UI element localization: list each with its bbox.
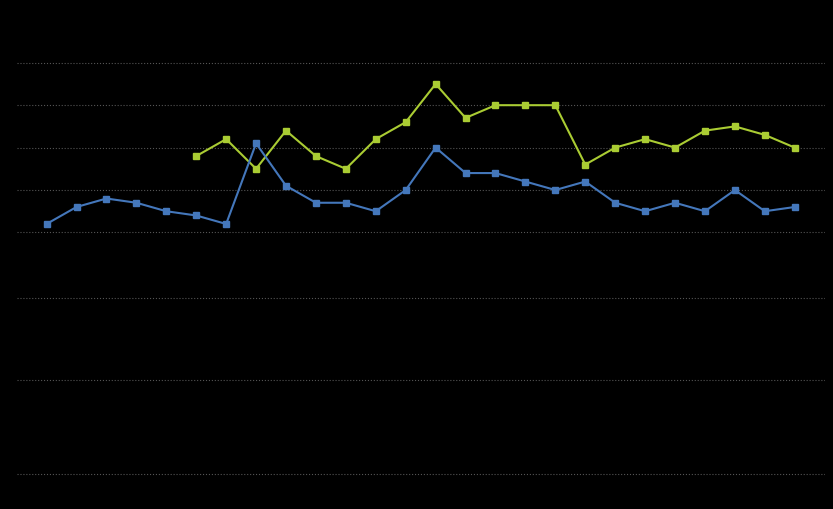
Norr Malma, regional bakgrund	[790, 145, 800, 151]
Norr Malma, regional bakgrund	[251, 166, 261, 172]
Torkel Knutssonsgatan,  urban bakgrund	[640, 208, 650, 214]
Torkel Knutssonsgatan,  urban bakgrund	[311, 200, 321, 206]
Legend: Norr Malma, regional bakgrund, Torkel Knutssonsgatan,  urban bakgrund: Norr Malma, regional bakgrund, Torkel Kn…	[432, 499, 820, 509]
Norr Malma, regional bakgrund	[491, 102, 501, 108]
Torkel Knutssonsgatan,  urban bakgrund	[371, 208, 381, 214]
Norr Malma, regional bakgrund	[581, 161, 591, 167]
Torkel Knutssonsgatan,  urban bakgrund	[281, 183, 291, 189]
Torkel Knutssonsgatan,  urban bakgrund	[431, 145, 441, 151]
Torkel Knutssonsgatan,  urban bakgrund	[461, 170, 471, 176]
Norr Malma, regional bakgrund	[521, 102, 531, 108]
Torkel Knutssonsgatan,  urban bakgrund	[551, 187, 561, 193]
Torkel Knutssonsgatan,  urban bakgrund	[102, 195, 112, 202]
Torkel Knutssonsgatan,  urban bakgrund	[72, 204, 82, 210]
Norr Malma, regional bakgrund	[760, 132, 770, 138]
Torkel Knutssonsgatan,  urban bakgrund	[192, 212, 202, 218]
Torkel Knutssonsgatan,  urban bakgrund	[670, 200, 680, 206]
Line: Norr Malma, regional bakgrund: Norr Malma, regional bakgrund	[193, 81, 797, 172]
Torkel Knutssonsgatan,  urban bakgrund	[221, 221, 231, 227]
Norr Malma, regional bakgrund	[700, 128, 710, 134]
Torkel Knutssonsgatan,  urban bakgrund	[42, 221, 52, 227]
Norr Malma, regional bakgrund	[221, 136, 231, 142]
Torkel Knutssonsgatan,  urban bakgrund	[790, 204, 800, 210]
Norr Malma, regional bakgrund	[730, 123, 740, 129]
Norr Malma, regional bakgrund	[431, 81, 441, 87]
Norr Malma, regional bakgrund	[311, 153, 321, 159]
Torkel Knutssonsgatan,  urban bakgrund	[611, 200, 621, 206]
Torkel Knutssonsgatan,  urban bakgrund	[700, 208, 710, 214]
Norr Malma, regional bakgrund	[401, 119, 411, 125]
Torkel Knutssonsgatan,  urban bakgrund	[491, 170, 501, 176]
Torkel Knutssonsgatan,  urban bakgrund	[760, 208, 770, 214]
Norr Malma, regional bakgrund	[192, 153, 202, 159]
Torkel Knutssonsgatan,  urban bakgrund	[251, 140, 261, 147]
Torkel Knutssonsgatan,  urban bakgrund	[730, 187, 740, 193]
Line: Torkel Knutssonsgatan,  urban bakgrund: Torkel Knutssonsgatan, urban bakgrund	[44, 140, 797, 227]
Norr Malma, regional bakgrund	[640, 136, 650, 142]
Torkel Knutssonsgatan,  urban bakgrund	[341, 200, 351, 206]
Norr Malma, regional bakgrund	[670, 145, 680, 151]
Norr Malma, regional bakgrund	[281, 128, 291, 134]
Norr Malma, regional bakgrund	[461, 115, 471, 121]
Norr Malma, regional bakgrund	[341, 166, 351, 172]
Norr Malma, regional bakgrund	[551, 102, 561, 108]
Torkel Knutssonsgatan,  urban bakgrund	[162, 208, 172, 214]
Norr Malma, regional bakgrund	[371, 136, 381, 142]
Norr Malma, regional bakgrund	[611, 145, 621, 151]
Torkel Knutssonsgatan,  urban bakgrund	[581, 179, 591, 185]
Torkel Knutssonsgatan,  urban bakgrund	[521, 179, 531, 185]
Torkel Knutssonsgatan,  urban bakgrund	[401, 187, 411, 193]
Torkel Knutssonsgatan,  urban bakgrund	[132, 200, 142, 206]
